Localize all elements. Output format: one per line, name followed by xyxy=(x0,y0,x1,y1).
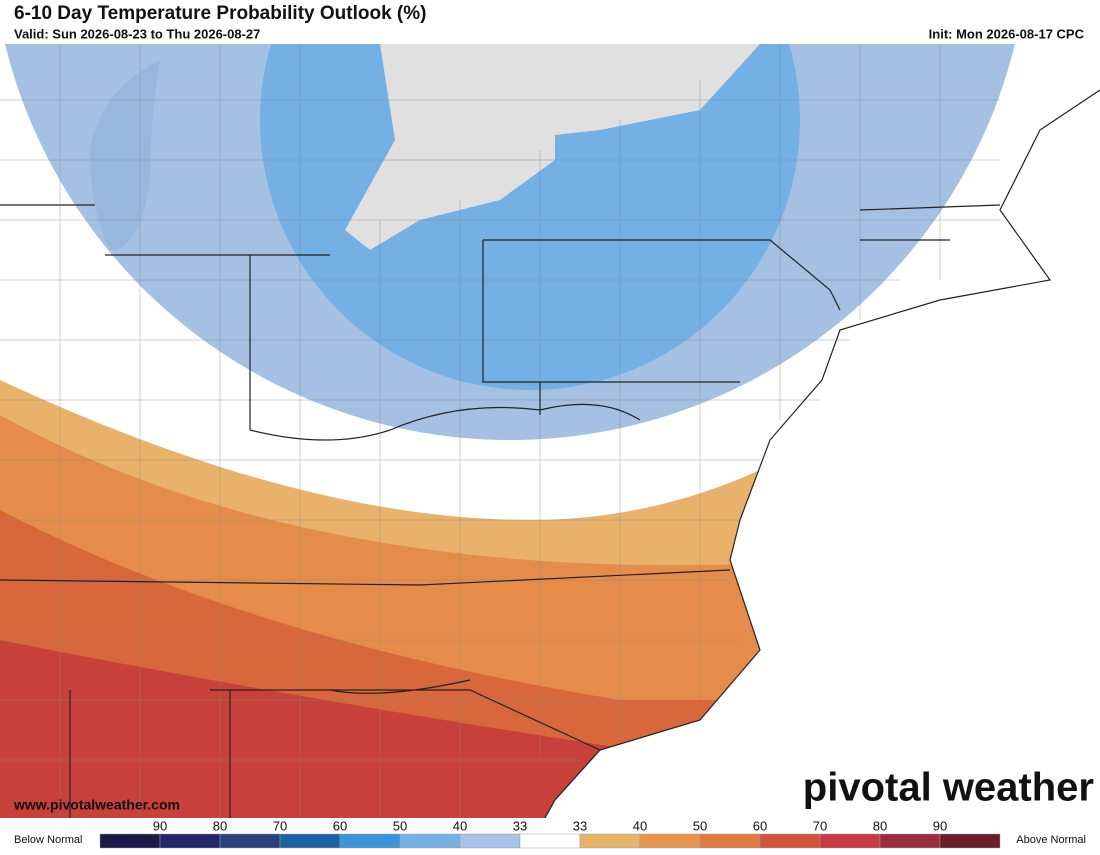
legend-swatch xyxy=(759,833,821,849)
map xyxy=(0,44,1100,818)
legend-swatch xyxy=(219,833,281,849)
legend-tick-label: 33 xyxy=(573,818,587,833)
legend-swatch xyxy=(519,833,581,849)
legend-tick-label: 80 xyxy=(213,818,227,833)
state-borders xyxy=(0,89,1100,818)
ocean xyxy=(545,90,1100,818)
watermark-brand: pivotal weather xyxy=(803,766,1094,810)
canada-and-lake xyxy=(345,44,760,250)
legend-tick-label: 50 xyxy=(393,818,407,833)
legend-swatch xyxy=(939,833,1001,849)
lake-michigan xyxy=(90,60,160,250)
legend-swatch xyxy=(459,833,521,849)
legend-tick-label: 70 xyxy=(813,818,827,833)
legend-swatch xyxy=(819,833,881,849)
legend-swatch xyxy=(279,833,341,849)
watermark-url: www.pivotalweather.com xyxy=(13,797,180,813)
legend-tick-label: 60 xyxy=(753,818,767,833)
legend-tick-label: 40 xyxy=(633,818,647,833)
county-lines xyxy=(0,44,1000,818)
legend-swatch xyxy=(879,833,941,849)
valid-time: Valid: Sun 2026-08-23 to Thu 2026-08-27 xyxy=(14,26,260,41)
legend-below-label: Below Normal xyxy=(14,834,82,846)
legend-above-label: Above Normal xyxy=(1016,834,1086,846)
legend-tick-label: 70 xyxy=(273,818,287,833)
legend-tick-label: 80 xyxy=(873,818,887,833)
legend-swatch xyxy=(159,833,221,849)
init-time: Init: Mon 2026-08-17 CPC xyxy=(929,26,1085,41)
legend-tick-label: 50 xyxy=(693,818,707,833)
legend-tick-label: 33 xyxy=(513,818,527,833)
legend-tick-label: 60 xyxy=(333,818,347,833)
legend-swatch xyxy=(699,833,761,849)
legend-swatch xyxy=(99,833,161,849)
legend-tick-label: 90 xyxy=(153,818,167,833)
legend-tick-label: 90 xyxy=(933,818,947,833)
title: 6-10 Day Temperature Probability Outlook… xyxy=(14,3,426,24)
legend-swatch xyxy=(579,833,641,849)
legend-tick-label: 40 xyxy=(453,818,467,833)
legend-swatch xyxy=(639,833,701,849)
legend-swatch xyxy=(399,833,461,849)
legend-swatch xyxy=(339,833,401,849)
